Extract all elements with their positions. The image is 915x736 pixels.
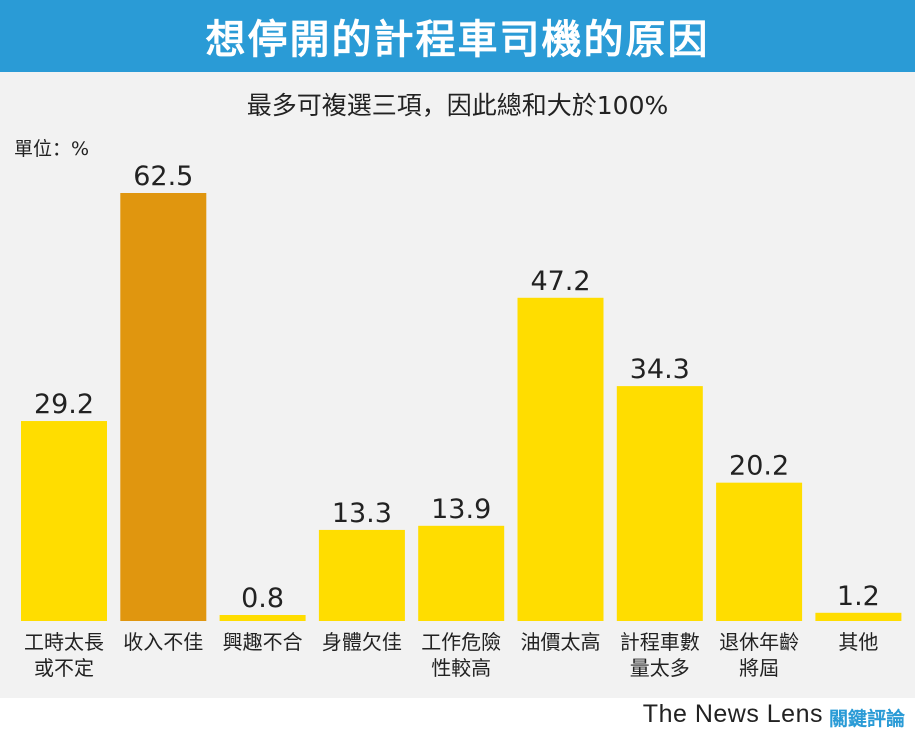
bar: [418, 525, 505, 621]
value-label: 34.3: [630, 354, 690, 385]
value-label: 29.2: [34, 389, 94, 420]
category-label: 性較高: [431, 656, 491, 680]
category-label: 興趣不合: [223, 630, 303, 654]
bar: [716, 482, 803, 621]
value-label: 20.2: [729, 451, 789, 482]
chart-title-banner: 想停開的計程車司機的原因: [0, 0, 915, 72]
brand-logo-cn: 關鍵評論: [828, 708, 905, 730]
value-label: 13.9: [431, 494, 491, 525]
category-label: 計程車數: [620, 630, 700, 654]
bar: [616, 386, 703, 621]
value-label: 13.3: [332, 498, 392, 529]
category-label: 工時太長: [24, 630, 104, 654]
value-label: 62.5: [133, 161, 193, 192]
category-label: 量太多: [630, 656, 690, 680]
bar: [219, 615, 306, 621]
category-label: 油價太高: [521, 630, 601, 654]
category-label: 或不定: [34, 656, 94, 680]
category-label: 退休年齡: [719, 630, 799, 654]
footer-area: [0, 698, 915, 736]
value-label: 1.2: [837, 581, 880, 612]
category-label: 其他: [838, 630, 878, 654]
chart-title: 想停開的計程車司機的原因: [205, 17, 710, 63]
bar: [517, 297, 604, 621]
brand-logo: The News Lens: [642, 700, 823, 728]
bar: [815, 612, 902, 621]
category-label: 工作危險: [421, 630, 501, 654]
value-label: 0.8: [241, 583, 284, 614]
category-label: 將屆: [739, 656, 779, 680]
unit-label: 單位：%: [14, 138, 90, 160]
bar: [120, 193, 207, 621]
category-label: 收入不佳: [123, 630, 203, 654]
value-label: 47.2: [530, 266, 590, 297]
chart-subtitle: 最多可複選三項，因此總和大於100%: [246, 91, 669, 120]
bar: [21, 421, 107, 621]
category-label: 身體欠佳: [322, 630, 402, 654]
bar: [318, 529, 405, 621]
